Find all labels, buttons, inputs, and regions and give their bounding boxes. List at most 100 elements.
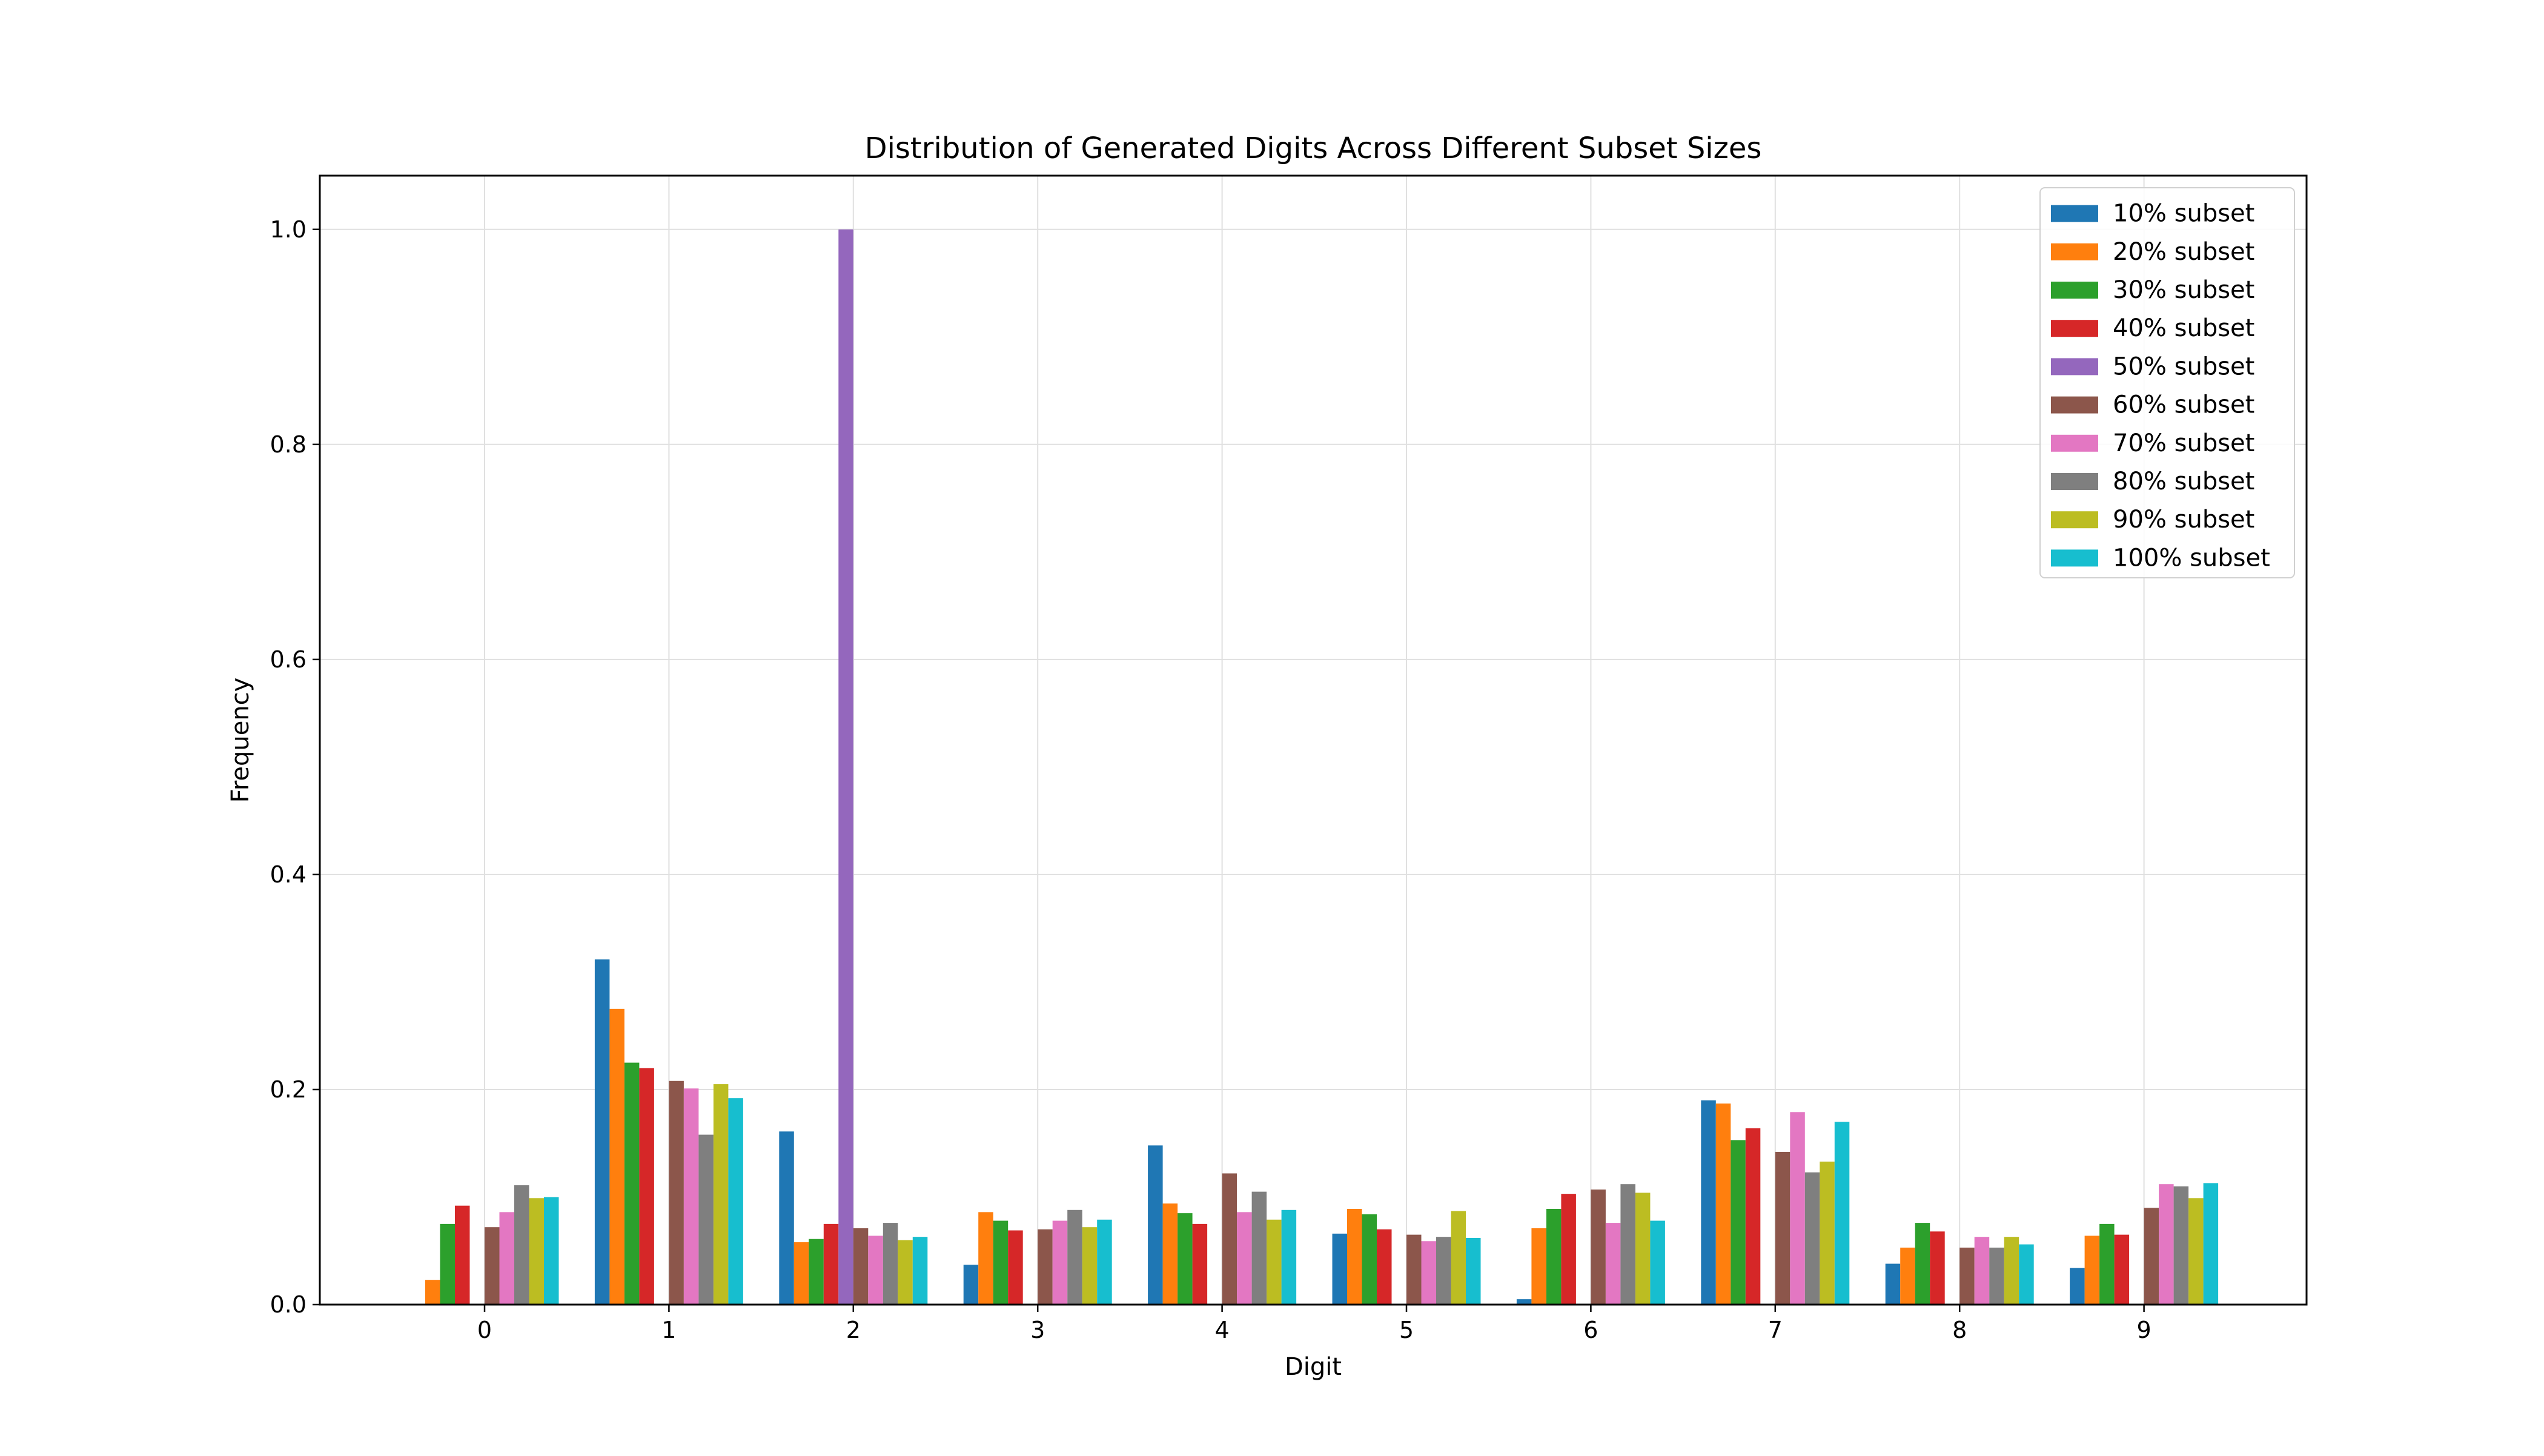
bar xyxy=(1451,1211,1466,1305)
legend-swatch xyxy=(2051,205,2098,222)
bar xyxy=(514,1185,529,1305)
bar xyxy=(978,1212,993,1305)
y-tick-label: 0.6 xyxy=(270,646,306,673)
bar xyxy=(1959,1248,1975,1305)
bar xyxy=(1915,1223,1930,1305)
bar xyxy=(455,1206,470,1305)
legend-label: 90% subset xyxy=(2113,506,2254,534)
bar xyxy=(529,1198,545,1305)
legend-label: 80% subset xyxy=(2113,468,2254,495)
bar xyxy=(913,1237,928,1305)
x-tick-label: 7 xyxy=(1768,1317,1783,1343)
y-tick-label: 0.2 xyxy=(270,1076,306,1103)
y-tick-label: 0.4 xyxy=(270,861,306,888)
legend-swatch xyxy=(2051,473,2098,490)
bar xyxy=(1531,1228,1546,1305)
bar xyxy=(1820,1162,1835,1305)
bar xyxy=(824,1224,839,1305)
bar xyxy=(883,1223,898,1305)
bar xyxy=(1406,1235,1422,1305)
bar xyxy=(1282,1210,1297,1305)
bar xyxy=(1038,1229,1053,1305)
y-axis-label: Frequency xyxy=(227,678,254,803)
bar xyxy=(2070,1268,2085,1305)
bar xyxy=(609,1009,624,1305)
x-axis-label: Digit xyxy=(1285,1353,1342,1381)
bar xyxy=(1163,1203,1178,1305)
bar xyxy=(1347,1209,1362,1305)
bar xyxy=(2115,1235,2130,1305)
bar xyxy=(1267,1220,1282,1305)
bar xyxy=(2085,1236,2100,1305)
bar xyxy=(1900,1248,1915,1305)
legend-label: 30% subset xyxy=(2113,276,2254,304)
bar xyxy=(639,1068,654,1305)
bar xyxy=(669,1081,684,1305)
bar xyxy=(624,1063,640,1305)
bar xyxy=(1546,1209,1562,1305)
legend-swatch xyxy=(2051,320,2098,337)
bar xyxy=(1422,1241,1437,1305)
bar xyxy=(1178,1213,1193,1305)
bar xyxy=(779,1131,794,1305)
legend-label: 10% subset xyxy=(2113,200,2254,228)
bar xyxy=(853,1228,869,1305)
legend-label: 70% subset xyxy=(2113,429,2254,457)
bar xyxy=(1716,1104,1731,1305)
bar xyxy=(1193,1224,1208,1305)
x-tick-label: 9 xyxy=(2137,1317,2151,1343)
bar xyxy=(1606,1223,1621,1305)
bar xyxy=(2188,1198,2204,1305)
bar xyxy=(1731,1140,1746,1305)
bar xyxy=(1082,1227,1098,1305)
bar xyxy=(1466,1238,1481,1305)
bar xyxy=(838,230,853,1305)
legend-swatch xyxy=(2051,243,2098,260)
legend-label: 60% subset xyxy=(2113,391,2254,419)
bar xyxy=(993,1221,1009,1305)
bar xyxy=(714,1084,729,1305)
bar xyxy=(1886,1264,1901,1305)
bar xyxy=(1620,1184,1635,1305)
legend-swatch xyxy=(2051,511,2098,528)
x-tick-label: 0 xyxy=(477,1317,492,1343)
bar xyxy=(1790,1112,1805,1305)
bar xyxy=(1975,1237,1990,1305)
bar xyxy=(1237,1212,1252,1305)
legend-swatch xyxy=(2051,435,2098,452)
bar xyxy=(1252,1192,1267,1305)
bar xyxy=(1362,1214,1377,1305)
legend: 10% subset 20% subset 30% subset 40% subset… xyxy=(2040,188,2294,578)
legend-label: 100% subset xyxy=(2113,544,2270,572)
bar xyxy=(544,1197,559,1305)
y-tick-label: 1.0 xyxy=(270,216,306,243)
x-tick-label: 3 xyxy=(1030,1317,1045,1343)
x-tick-label: 5 xyxy=(1399,1317,1414,1343)
bar xyxy=(1989,1248,2004,1305)
bar xyxy=(1650,1221,1665,1305)
x-tick-label: 6 xyxy=(1583,1317,1598,1343)
bar xyxy=(1053,1221,1068,1305)
bar xyxy=(964,1265,979,1305)
chart-title: Distribution of Generated Digits Across … xyxy=(865,131,1762,165)
bar xyxy=(485,1227,500,1305)
bar xyxy=(425,1280,440,1305)
bar xyxy=(2174,1186,2189,1305)
bar xyxy=(728,1098,743,1305)
bar xyxy=(2019,1245,2034,1305)
bar xyxy=(2204,1183,2219,1305)
x-tick-label: 8 xyxy=(1952,1317,1967,1343)
bar xyxy=(809,1239,824,1305)
bar-series xyxy=(838,230,853,1305)
legend-swatch xyxy=(2051,397,2098,414)
legend-label: 40% subset xyxy=(2113,314,2254,342)
bar xyxy=(1805,1173,1820,1305)
legend-label: 50% subset xyxy=(2113,352,2254,380)
legend-label: 20% subset xyxy=(2113,238,2254,266)
legend-swatch xyxy=(2051,358,2098,375)
bar xyxy=(1333,1234,1348,1305)
bar xyxy=(500,1212,515,1305)
bar xyxy=(1067,1210,1082,1305)
